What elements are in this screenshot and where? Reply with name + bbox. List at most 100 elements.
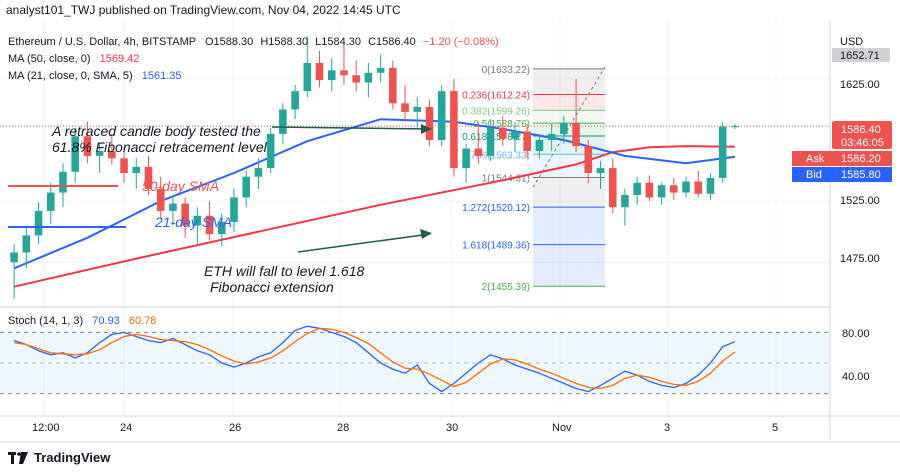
ask-label: Ask [806, 153, 825, 165]
fib-zone [533, 136, 605, 155]
stoch-d-line [13, 327, 736, 390]
candle-body-up [230, 197, 238, 222]
candle-body-down [523, 131, 531, 151]
candle-body-up [279, 109, 287, 134]
candle-body-up [132, 166, 141, 173]
fib-level-label: 0.618(1578.27) [462, 132, 530, 143]
candle-body-down [645, 182, 654, 198]
price-axis[interactable]: USD 1652.71 1625.00 1525.00 1475.00 1586… [792, 20, 892, 440]
candle-body-up [376, 67, 385, 73]
fib-level-label: 0.5(1588.76) [473, 119, 530, 130]
legend-ma21: MA (21, close, 0, SMA, 5) 1561.35 [8, 70, 182, 82]
fib-level-label: 0.382(1599.26) [462, 106, 530, 117]
time-tick-3: 3 [664, 422, 670, 434]
price-grid [0, 20, 830, 416]
footer-brand-text: TradingView [34, 450, 111, 465]
candle-body-up [303, 63, 312, 92]
time-tick-24: 24 [120, 422, 132, 434]
time-tick-26: 26 [229, 422, 241, 434]
candle-countdown: 03:46:05 [841, 137, 884, 149]
candle-body-up [242, 176, 251, 198]
candle-body-down [205, 215, 214, 235]
candle-body-down [694, 181, 703, 194]
candle-body-up [59, 171, 67, 193]
candle-body-down [498, 127, 507, 139]
candle-body-down [572, 122, 580, 147]
top-price-partial: 1652.71 [840, 50, 880, 62]
time-tick-1200: 12:00 [32, 422, 60, 434]
fib-level-label: 0.786(1563.33) [462, 150, 530, 161]
candle-body-up [34, 210, 43, 236]
candle-body-up [95, 151, 104, 156]
candle-body-down [584, 146, 593, 173]
candle-body-down [340, 70, 348, 76]
analyst-annotations: A retraced candle body tested the 61.8% … [8, 123, 432, 295]
tradingview-logo-icon [8, 451, 28, 464]
ask-flag [792, 151, 892, 166]
ask-value: 1586.20 [841, 153, 881, 165]
annotation-text-1-line1: A retraced candle body tested the [51, 123, 261, 139]
fib-level-label: 2(1455.39) [482, 282, 530, 293]
sma21-annotation-label: 21-day SMA [154, 214, 232, 230]
candle-body-up [486, 127, 495, 156]
candle-body-up [291, 91, 299, 110]
candle-body-up [22, 235, 31, 253]
time-axis[interactable]: 12:00 24 26 28 30 Nov 3 5 [0, 415, 900, 434]
fib-level-label: 1.618(1489.36) [462, 241, 530, 252]
top-price-flag [832, 48, 890, 62]
candle-body-up [218, 221, 226, 235]
footer-branding: TradingView [8, 450, 110, 465]
candle-body-up [364, 72, 373, 83]
candle-body-down [474, 148, 483, 156]
stoch-tick-40: 40.00 [842, 371, 870, 383]
candle-body-up [266, 133, 275, 169]
publisher-line: analyst101_TWJ published on TradingView.… [6, 3, 401, 17]
fib-zone [533, 244, 605, 287]
price-tick-1475: 1475.00 [840, 253, 880, 265]
legend-ma50: MA (50, close, 0) 1569.42 [8, 53, 139, 65]
candle-body-up [718, 126, 727, 178]
time-tick-30: 30 [446, 422, 458, 434]
candle-body-up [193, 215, 202, 226]
candle-body-down [670, 185, 678, 193]
candle-body-up [547, 133, 556, 140]
candle-body-down [389, 67, 397, 104]
currency-label: USD [840, 36, 863, 48]
candlestick-series[interactable] [10, 36, 739, 299]
candle-body-down [120, 158, 128, 173]
legend-symbol: Ethereum / U.S. Dollar, 4h, BITSTAMP O15… [8, 36, 499, 48]
time-tick-28: 28 [337, 422, 349, 434]
candle-body-down [156, 188, 165, 211]
time-tick-5: 5 [772, 422, 778, 434]
last-price-value: 1586.40 [841, 124, 881, 136]
candle-body-up [46, 192, 55, 211]
candle-body-up [621, 195, 629, 208]
candle-body-up [706, 177, 715, 194]
chart-legend: Ethereum / U.S. Dollar, 4h, BITSTAMP O15… [8, 36, 499, 82]
stoch-k-line [13, 325, 736, 393]
candle-body-down [108, 151, 116, 159]
candle-body-down [425, 107, 434, 140]
candle-body-up [254, 168, 263, 177]
candle-body-down [83, 136, 92, 156]
sma50-annotation-label: 50-day SMA [142, 178, 219, 194]
bid-flag [792, 167, 892, 182]
candle-body-up [560, 122, 568, 134]
candle-body-down [352, 75, 360, 83]
annotation-arrowhead-1 [421, 124, 432, 134]
fib-level-label: 1.272(1520.12) [462, 203, 530, 214]
candle-body-down [401, 103, 409, 112]
annotation-text-2-line2: Fibonacci extension [210, 279, 334, 295]
candle-body-up [596, 168, 605, 173]
candle-body-up [633, 182, 641, 195]
candle-body-up [413, 107, 422, 112]
annotation-text-1-line2: 61.8% Fibonacci retracement level [52, 139, 268, 155]
candle-body-up [327, 70, 336, 81]
candle-body-down [144, 166, 153, 189]
candle-body-down [450, 91, 458, 169]
bid-value: 1585.80 [841, 169, 881, 181]
annotation-arrow-1 [271, 126, 431, 130]
candle-body-down [608, 168, 617, 208]
price-tick-1525: 1525.00 [840, 195, 880, 207]
